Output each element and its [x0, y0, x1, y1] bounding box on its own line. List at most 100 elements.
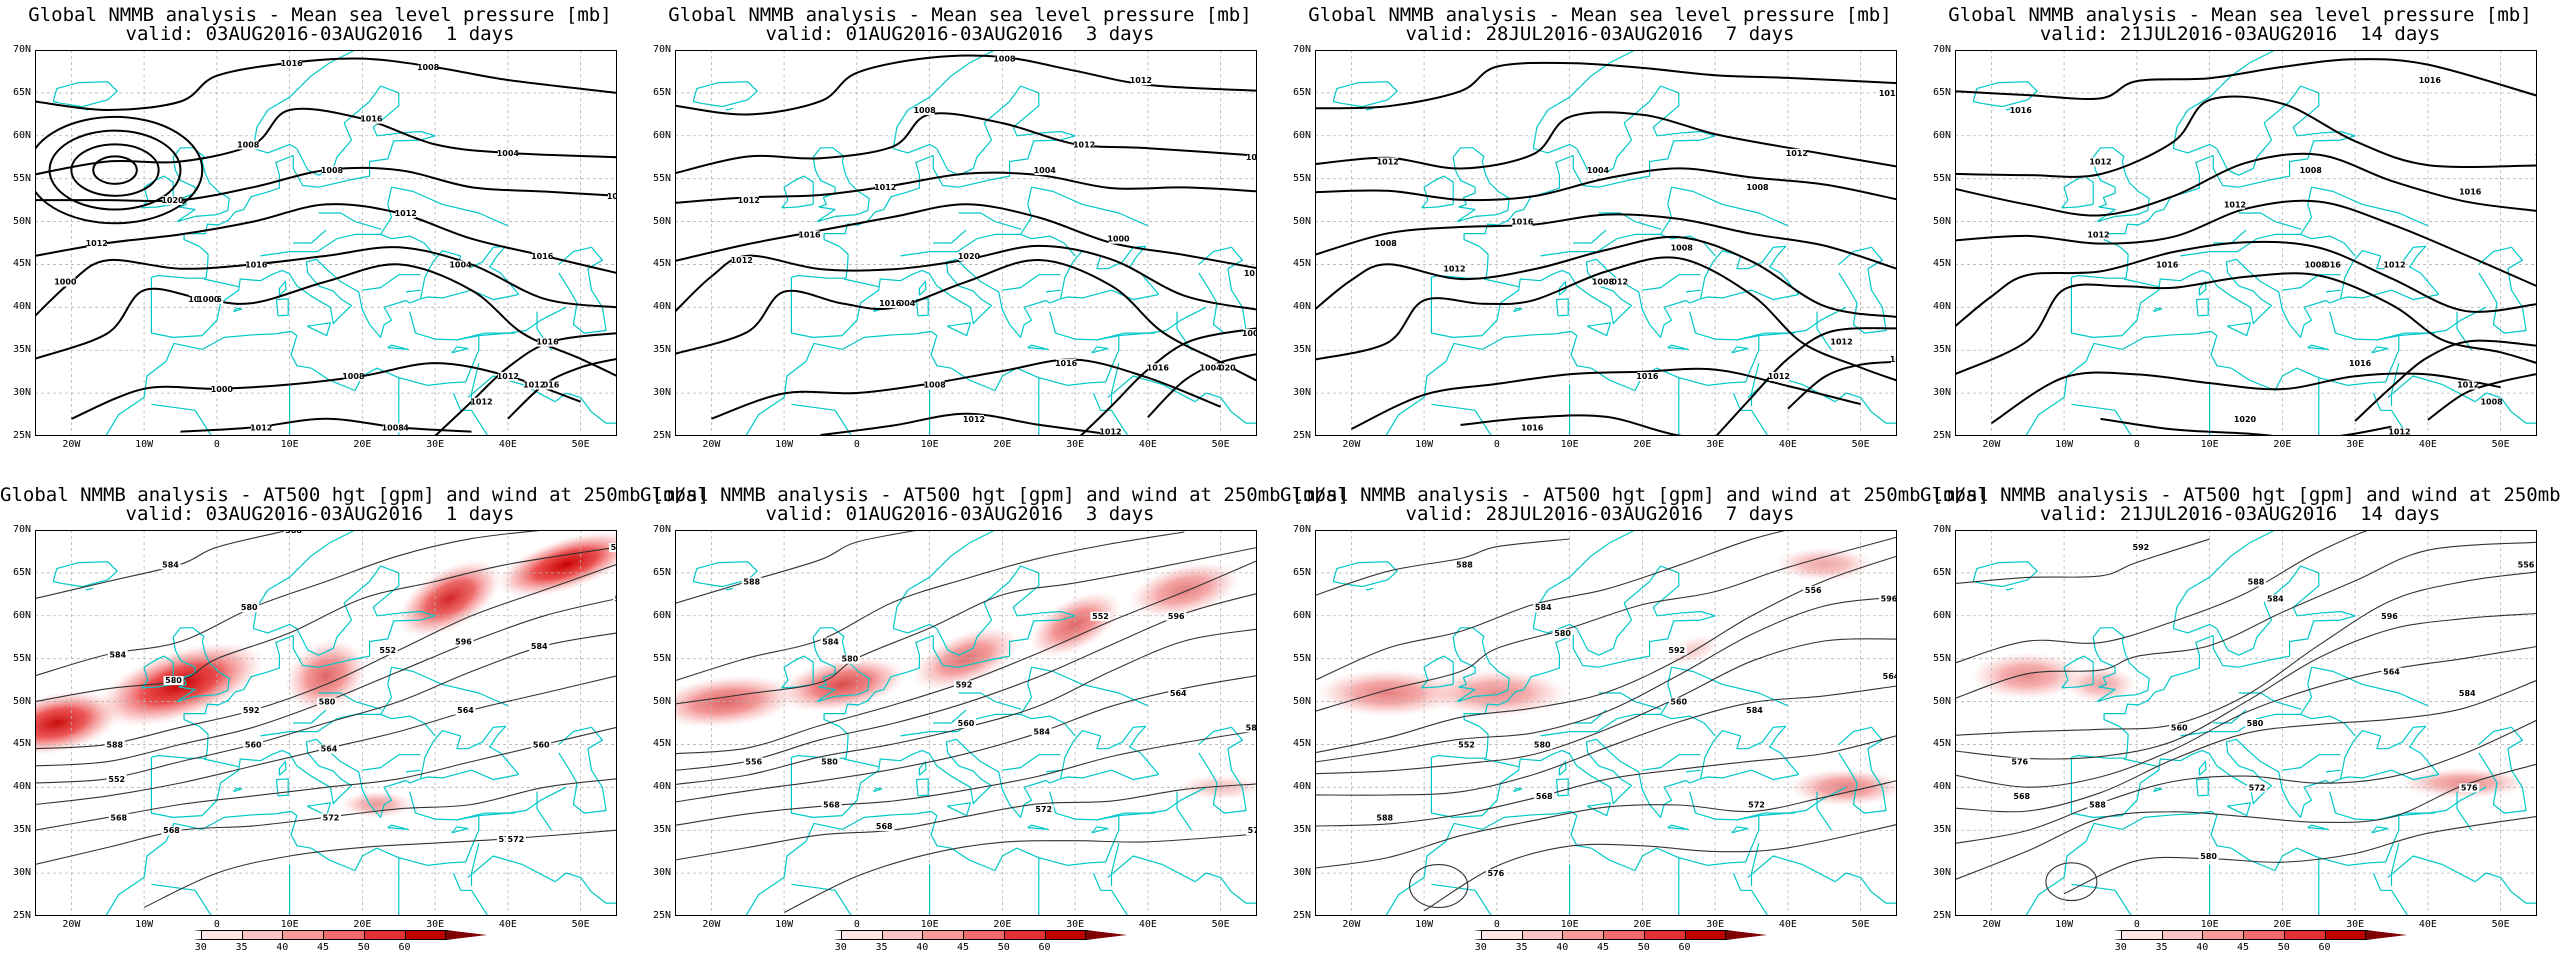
isoline-label: 1016 — [1521, 423, 1544, 432]
isoline — [1315, 638, 1897, 775]
isoline-label-bg — [1637, 371, 1658, 381]
coastline — [1176, 791, 1192, 831]
coastline — [2172, 50, 2363, 149]
coastline — [958, 692, 1022, 710]
coastline — [1198, 246, 1247, 334]
isoline-label-bg — [455, 706, 476, 716]
coastline — [362, 754, 421, 771]
longitude-label: 30E — [1066, 919, 1085, 930]
isoline-label-bg — [382, 423, 403, 433]
panel-title: Global NMMB analysis - AT500 hgt [gpm] a… — [1920, 484, 2560, 506]
isoline-label: 568 — [110, 813, 127, 822]
coastline — [1452, 627, 1510, 703]
coastline — [203, 758, 239, 768]
isoline-low — [70, 143, 160, 197]
coastline — [203, 278, 239, 288]
isoline-labels: 1012100810041000996100010041008101210161… — [54, 58, 617, 433]
isoline-label-bg — [2235, 414, 2255, 424]
isoline-label: 580 — [2247, 719, 2264, 728]
coastline — [2325, 769, 2341, 773]
latitude-label: 45N — [652, 258, 671, 270]
isoline-label-bg — [1377, 157, 1398, 167]
coastline — [105, 311, 480, 436]
isoline-label-bg — [2010, 106, 2031, 116]
coastline — [2195, 778, 2209, 797]
isoline-label: 1012 — [497, 372, 519, 381]
isoline-labels: 1016100410081012100410081012101210161020… — [731, 54, 1257, 436]
coastline — [2071, 403, 2133, 436]
coastline — [1736, 812, 1796, 821]
isoline-label: 1016 — [1879, 89, 1897, 98]
coastline — [260, 233, 436, 257]
isoline-label: 560 — [533, 740, 550, 749]
isoline-label: 1016 — [2156, 260, 2179, 269]
isoline — [2063, 815, 2537, 895]
colorbar-tick-label: 60 — [398, 942, 411, 953]
isoline-label-bg — [2319, 260, 2340, 270]
coastline — [1430, 258, 1799, 338]
isoline — [35, 107, 617, 176]
isoline-label: 568 — [823, 800, 840, 809]
map-panel-4: Global NMMB analysis - Mean sea level pr… — [1920, 0, 2560, 480]
isoline-label: 564 — [2383, 668, 2400, 677]
coastline — [1838, 246, 1887, 334]
isoline-label-bg — [799, 230, 820, 240]
isoline-label-bg — [1375, 239, 1396, 248]
isoline-label-bg — [2265, 594, 2286, 604]
isoline-label: 576 — [2461, 783, 2478, 792]
map-panel-7: Global NMMB analysis - AT500 hgt [gpm] a… — [1280, 480, 1989, 960]
coastline — [2061, 655, 2094, 689]
isoline — [1350, 367, 1861, 430]
isoline-label-bg — [2169, 723, 2190, 733]
isoline-label-bg — [243, 740, 264, 750]
isoline — [1955, 719, 2537, 844]
isoline-label-bg — [198, 294, 219, 304]
panel-validity: valid: 01AUG2016-03AUG2016 3 days — [765, 23, 1155, 45]
longitude-label: 10E — [1560, 919, 1579, 930]
isoline-label-bg — [1879, 594, 1897, 604]
latitude-label: 40N — [1292, 781, 1311, 793]
isoline-label: 1008 — [2300, 166, 2323, 175]
isoline-label: 1008 — [607, 192, 617, 201]
coastline — [275, 298, 289, 317]
isoline-label: 564 — [321, 745, 338, 754]
latitude-label: 55N — [652, 172, 671, 184]
colorbar-tick-label: 45 — [2236, 942, 2250, 953]
coastline — [318, 212, 382, 230]
isoline-label: 576 — [2011, 758, 2028, 767]
longitude-label: 30E — [1706, 919, 1725, 930]
latitude-label: 40N — [1932, 781, 1951, 793]
colorbar-swatch — [2283, 930, 2326, 940]
isoline — [1955, 763, 2537, 881]
colorbar-swatch — [1603, 930, 1645, 940]
longitude-label: 20E — [2273, 439, 2292, 450]
isoline — [35, 546, 617, 703]
isoline-labels: 5525565605645685725765805845885925965805… — [741, 577, 1257, 836]
coastline — [1533, 565, 1716, 656]
coastline — [781, 655, 814, 689]
coastline — [391, 186, 509, 227]
coastline — [2153, 787, 2163, 793]
latitude-label: 65N — [1292, 566, 1311, 578]
coastline — [725, 587, 734, 591]
isoline-label-bg — [283, 530, 304, 535]
latitude-label: 30N — [1932, 387, 1951, 399]
latitude-label: 60N — [1292, 129, 1311, 141]
isoline — [1955, 95, 2537, 178]
colorbar-swatch — [323, 930, 365, 940]
isoline-label: 1016 — [1055, 359, 1078, 368]
isoline-label: 1012 — [2087, 230, 2109, 239]
isoline-label-bg — [450, 260, 471, 270]
longitude-label: 30E — [426, 439, 445, 450]
coastline — [1685, 289, 1701, 293]
latitude-label: 70N — [1292, 524, 1311, 535]
isoline-label: 552 — [1458, 740, 1475, 749]
coastline — [1540, 713, 1716, 737]
isoline-label: 1012 — [250, 423, 272, 432]
map-panel-6: Global NMMB analysis - AT500 hgt [gpm] a… — [640, 480, 1349, 960]
isoline-low — [48, 129, 182, 211]
wind-jet-area — [340, 790, 414, 819]
isoline-label: 568 — [1536, 792, 1553, 801]
isoline-label: 1012 — [1606, 278, 1628, 287]
